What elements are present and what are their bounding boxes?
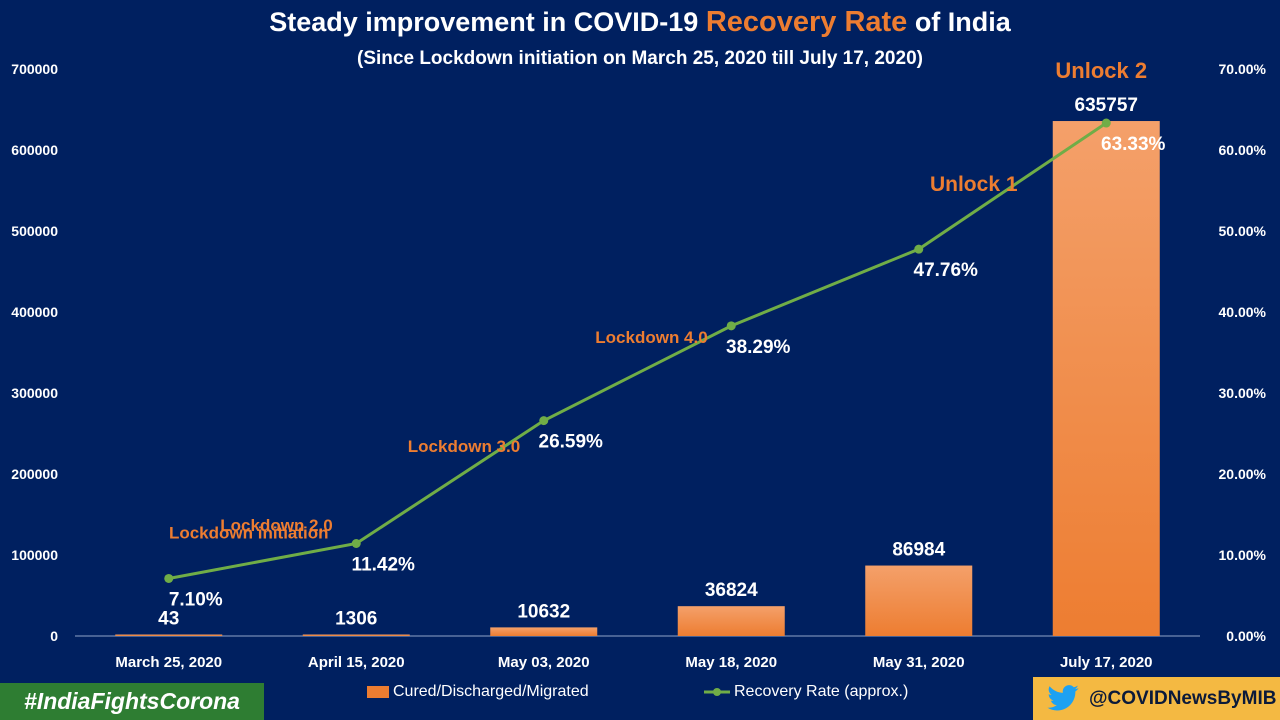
legend-line-label: Recovery Rate (approx.) [734, 683, 909, 700]
twitter-bird-icon [1047, 685, 1079, 711]
legend-bars: Cured/Discharged/Migrated [367, 683, 589, 701]
recovery-rate-label: 63.33% [1101, 134, 1166, 155]
y-left-tick-label: 300000 [11, 385, 58, 401]
y-right-tick-label: 0.00% [1226, 628, 1266, 644]
recovery-rate-label: 26.59% [539, 432, 604, 453]
recovery-rate-point [914, 244, 924, 254]
y-right-tick-label: 10.00% [1219, 547, 1267, 563]
twitter-handle-text: @COVIDNewsByMIB [1089, 688, 1277, 709]
y-right-tick-label: 70.00% [1219, 61, 1267, 77]
recovery-rate-point [539, 416, 549, 426]
bar [677, 606, 785, 636]
bar-value-label: 36824 [705, 580, 758, 601]
y-right-tick-label: 30.00% [1219, 385, 1267, 401]
phase-label: Unlock 1 [930, 173, 1018, 196]
y-left-tick-label: 700000 [11, 61, 58, 77]
y-right-tick-label: 40.00% [1219, 304, 1267, 320]
legend-line: Recovery Rate (approx.) [704, 683, 908, 701]
recovery-rate-line [168, 121, 1108, 580]
bar-value-label: 43 [158, 609, 179, 630]
y-right-tick-label: 60.00% [1219, 142, 1267, 158]
x-tick-label: May 18, 2020 [685, 654, 777, 671]
legend-line-swatch [704, 687, 730, 696]
y-left-tick-label: 100000 [11, 547, 58, 563]
recovery-rate-label: 11.42% [352, 554, 415, 575]
recovery-rate-point [726, 321, 736, 331]
recovery-rate-point [351, 538, 361, 548]
bar-value-label: 86984 [892, 540, 945, 561]
x-tick-label: May 03, 2020 [498, 654, 590, 671]
bar [490, 627, 598, 636]
bar [115, 634, 223, 636]
x-tick-label: May 31, 2020 [873, 654, 965, 671]
title-highlight: Recovery Rate [705, 6, 908, 38]
bar [302, 634, 410, 636]
phase-label: Unlock 2 [1055, 58, 1147, 83]
y-left-tick-label: 600000 [11, 142, 58, 158]
title-part-2: of India [907, 7, 1011, 37]
phase-label: Lockdown initiation [169, 523, 329, 542]
x-tick-label: March 25, 2020 [115, 654, 222, 671]
chart-subtitle: (Since Lockdown initiation on March 25, … [357, 48, 923, 69]
y-left-tick-label: 400000 [11, 304, 58, 320]
legend-bar-swatch [367, 685, 389, 698]
recovery-rate-label: 47.76% [914, 260, 979, 281]
x-tick-label: April 15, 2020 [308, 654, 405, 671]
bar-value-label: 635757 [1075, 95, 1138, 116]
bar [1052, 121, 1160, 637]
phase-label: Lockdown 3.0 [408, 437, 520, 456]
bar-value-label: 10632 [517, 601, 570, 622]
phase-label: Lockdown 4.0 [595, 328, 707, 347]
y-left-tick-label: 200000 [11, 466, 58, 482]
legend-bar-label: Cured/Discharged/Migrated [393, 683, 589, 700]
bar-value-label: 1306 [335, 609, 377, 630]
y-right-tick-label: 50.00% [1219, 223, 1267, 239]
hashtag-badge: #IndiaFightsCorona [0, 683, 264, 720]
y-left-tick-label: 0 [50, 628, 58, 644]
y-left-tick-label: 500000 [11, 223, 58, 239]
recovery-rate-point [1101, 118, 1111, 128]
x-tick-label: July 17, 2020 [1060, 654, 1153, 671]
recovery-rate-point [164, 573, 174, 583]
bar [865, 565, 973, 636]
twitter-handle-badge: @COVIDNewsByMIB [1033, 677, 1280, 720]
chart-title: Steady improvement in COVID-19 Recovery … [0, 6, 1280, 39]
recovery-rate-label: 38.29% [726, 337, 791, 358]
y-right-tick-label: 20.00% [1219, 466, 1267, 482]
phase-label: Lockdown 2.0 [220, 516, 332, 535]
recovery-rate-label: 7.10% [169, 589, 223, 610]
title-part-1: Steady improvement in COVID-19 [269, 7, 706, 37]
